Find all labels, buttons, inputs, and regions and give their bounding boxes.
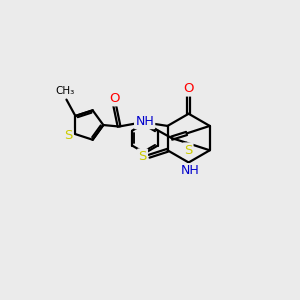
Text: O: O	[183, 82, 194, 95]
Text: O: O	[110, 92, 120, 105]
Text: NH: NH	[135, 115, 154, 128]
Text: S: S	[64, 129, 72, 142]
Text: S: S	[138, 150, 147, 163]
Text: CH₃: CH₃	[55, 86, 75, 96]
Text: NH: NH	[181, 164, 200, 177]
Text: S: S	[184, 144, 192, 157]
